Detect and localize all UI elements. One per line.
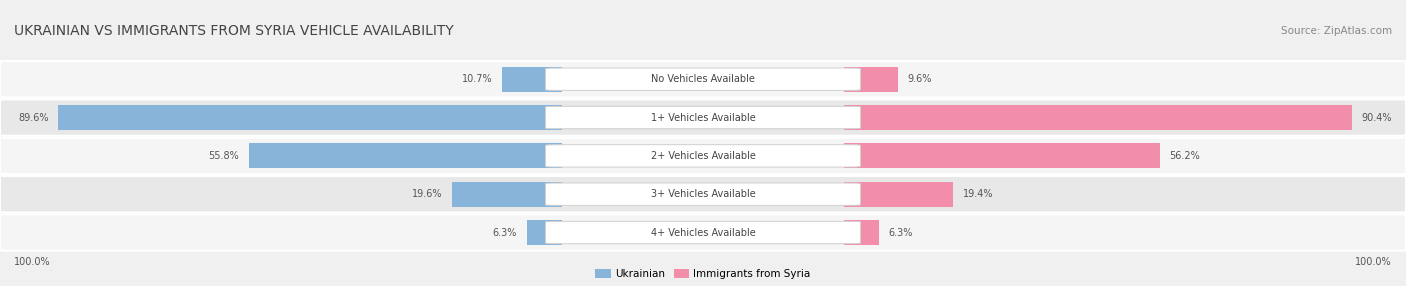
FancyBboxPatch shape [546, 221, 860, 244]
Text: Source: ZipAtlas.com: Source: ZipAtlas.com [1281, 27, 1392, 36]
Text: 56.2%: 56.2% [1170, 151, 1201, 161]
Bar [249, 143, 562, 168]
Text: 10.7%: 10.7% [461, 74, 492, 84]
FancyBboxPatch shape [546, 106, 860, 129]
FancyBboxPatch shape [0, 61, 1406, 98]
Text: 100.0%: 100.0% [14, 257, 51, 267]
FancyBboxPatch shape [546, 145, 860, 167]
Bar [844, 67, 897, 92]
Text: 4+ Vehicles Available: 4+ Vehicles Available [651, 228, 755, 237]
Bar [453, 182, 562, 207]
Text: 9.6%: 9.6% [907, 74, 932, 84]
Text: 100.0%: 100.0% [1355, 257, 1392, 267]
Bar [844, 105, 1353, 130]
FancyBboxPatch shape [0, 138, 1406, 174]
Text: 6.3%: 6.3% [889, 228, 914, 237]
FancyBboxPatch shape [0, 176, 1406, 212]
Text: 1+ Vehicles Available: 1+ Vehicles Available [651, 113, 755, 122]
FancyBboxPatch shape [546, 68, 860, 90]
FancyBboxPatch shape [0, 214, 1406, 251]
Text: UKRAINIAN VS IMMIGRANTS FROM SYRIA VEHICLE AVAILABILITY: UKRAINIAN VS IMMIGRANTS FROM SYRIA VEHIC… [14, 25, 454, 38]
Text: 90.4%: 90.4% [1362, 113, 1392, 122]
Bar [527, 220, 562, 245]
Bar [844, 143, 1160, 168]
Text: 19.4%: 19.4% [963, 189, 993, 199]
Text: 3+ Vehicles Available: 3+ Vehicles Available [651, 189, 755, 199]
FancyBboxPatch shape [546, 183, 860, 205]
Bar [59, 105, 562, 130]
Text: 89.6%: 89.6% [18, 113, 49, 122]
FancyBboxPatch shape [0, 99, 1406, 136]
Bar [844, 182, 953, 207]
Text: 55.8%: 55.8% [208, 151, 239, 161]
Legend: Ukrainian, Immigrants from Syria: Ukrainian, Immigrants from Syria [595, 269, 811, 279]
Text: 6.3%: 6.3% [492, 228, 517, 237]
Bar [844, 220, 879, 245]
Text: No Vehicles Available: No Vehicles Available [651, 74, 755, 84]
Text: 19.6%: 19.6% [412, 189, 443, 199]
Text: 2+ Vehicles Available: 2+ Vehicles Available [651, 151, 755, 161]
Bar [502, 67, 562, 92]
